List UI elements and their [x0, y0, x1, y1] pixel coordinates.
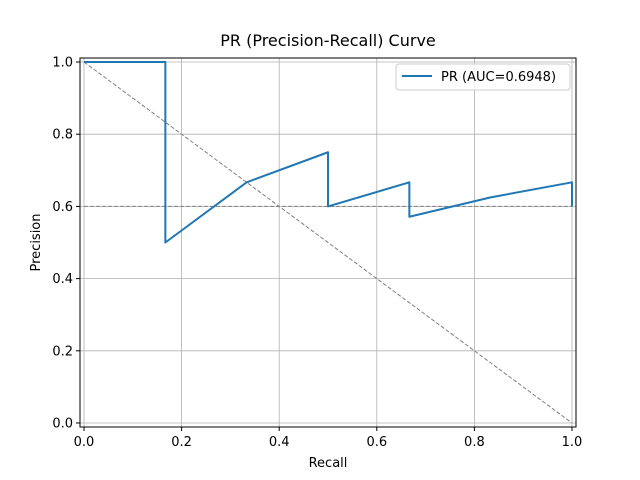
- y-tick-label-4: 0.8: [52, 128, 73, 143]
- chart-title: PR (Precision-Recall) Curve: [220, 31, 436, 50]
- x-tick-label-4: 0.8: [464, 435, 485, 450]
- y-tick-label-1: 0.2: [52, 344, 73, 359]
- y-tick-label-2: 0.4: [52, 272, 73, 287]
- x-tick-label-3: 0.6: [366, 435, 387, 450]
- legend-box: [395, 63, 571, 91]
- x-axis-label: Recall: [309, 456, 348, 471]
- y-tick-label-3: 0.6: [52, 200, 73, 215]
- legend: PR (AUC=0.6948): [395, 63, 571, 91]
- x-tick-label-5: 1.0: [562, 435, 583, 450]
- series-line-pr: [84, 61, 573, 244]
- reference-line-diagonal: [83, 61, 573, 424]
- legend-entry-pr: PR (AUC=0.6948): [441, 70, 556, 85]
- series-layer: [84, 61, 573, 244]
- x-tick-label-2: 0.4: [269, 435, 290, 450]
- x-tick-label-1: 0.2: [171, 435, 192, 450]
- y-tick-label-0: 0.0: [52, 417, 73, 432]
- ticks: 0.0 0.2 0.4 0.6 0.8 1.0 0.0 0.2 0.4 0.6 0.8 1.0: [52, 56, 582, 451]
- y-tick-label-5: 1.0: [52, 56, 73, 71]
- plot-frame: [79, 57, 577, 428]
- y-axis-label: Precision: [29, 213, 44, 271]
- x-tick-label-0: 0.0: [74, 435, 95, 450]
